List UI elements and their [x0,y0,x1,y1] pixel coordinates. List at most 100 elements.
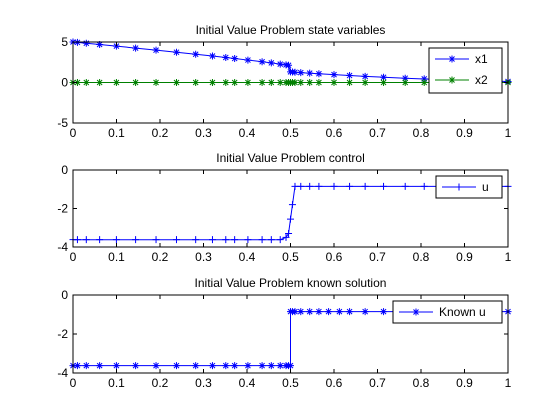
y-tick-label: -4 [57,366,68,380]
data-point [73,362,81,370]
data-point [172,48,180,56]
y-tick-label: -2 [57,202,68,216]
data-point [315,70,323,78]
data-point [222,362,230,370]
data-point [222,53,230,61]
data-point [297,182,305,190]
data-point [231,362,239,370]
data-point [82,79,90,86]
data-point [244,79,252,86]
legend: Known u [392,300,503,324]
x-tick-label: 1 [505,126,512,140]
data-point [380,182,388,190]
legend-label: Known u [439,305,486,319]
x-tick-label: 0.1 [108,250,125,264]
legend-marker [455,183,463,191]
data-point [361,308,369,316]
x-tick-label: 0 [70,376,77,390]
data-point [335,308,343,316]
x-tick-label: 0 [70,250,77,264]
data-point [82,236,90,244]
x-tick-label: 0.5 [282,250,299,264]
data-point [297,308,305,316]
data-point [208,52,216,60]
data-point [82,362,90,370]
chart-1: Initial Value Problem state variables 0 0.… [57,23,511,140]
x-tick-label: 0.7 [369,376,386,390]
data-point [276,236,284,244]
x-tick-label: 0.4 [239,126,256,140]
x-tick-label: 0.2 [152,126,169,140]
legend-label: u [482,180,489,194]
chart-title: Initial Value Problem control [216,151,365,165]
legend: x1 x2 [428,47,503,94]
series-group [69,38,512,86]
data-point [152,79,160,86]
data-point [330,79,338,86]
data-point [285,230,293,238]
data-point [306,182,314,190]
legend-box [392,300,503,324]
data-point [420,79,428,86]
x-tick-label: 0.9 [456,250,473,264]
x-tick-label: 0.3 [195,250,212,264]
data-point [297,79,305,86]
data-point [282,233,290,241]
data-point [222,79,230,86]
x-tick-label: 0.8 [413,376,430,390]
x-tick-label: 0.1 [108,376,125,390]
data-point [96,236,104,244]
data-point [132,236,140,244]
data-point [420,182,428,190]
data-point [330,71,338,79]
x-tick-label: 0.6 [326,126,343,140]
data-point [276,60,284,68]
x-tick-label: 0.4 [239,376,256,390]
data-point [346,308,354,316]
legend-marker [448,76,456,84]
data-point [330,182,338,190]
data-point [267,236,275,244]
data-point [380,79,388,86]
data-point [192,50,200,58]
x-tick-label: 0.3 [195,376,212,390]
x-tick-label: 0.7 [369,250,386,264]
data-point [361,79,369,86]
chart-title: Initial Value Problem known solution [195,276,387,290]
chart-2: Initial Value Problem control 0 0.1 0.2 0.3 0… [57,151,511,264]
data-point [401,74,409,82]
data-point [172,362,180,370]
data-point [276,79,284,86]
data-point [380,73,388,81]
data-point [306,79,314,86]
data-point [192,79,200,86]
data-point [380,308,388,316]
x-tick-label: 0.9 [456,376,473,390]
x-tick-label: 0.9 [456,126,473,140]
data-point [231,236,239,244]
data-point [325,308,333,316]
data-point [82,39,90,47]
data-point [192,362,200,370]
data-point [361,182,369,190]
data-point [152,46,160,54]
data-point [112,79,120,86]
data-point [346,79,354,86]
data-point [346,182,354,190]
data-point [401,182,409,190]
y-tick-label: -4 [57,240,68,254]
data-point [291,79,299,86]
x-tick-label: 0.5 [282,376,299,390]
x-tick-label: 0.8 [413,126,430,140]
x-tick-label: 0.8 [413,250,430,264]
data-point [96,362,104,370]
legend-marker [448,55,456,63]
x-tick-label: 0.2 [152,376,169,390]
data-point [291,308,299,316]
x-tick-label: 0.6 [326,376,343,390]
data-point [285,61,293,69]
data-point [361,72,369,80]
y-tick-label: 0 [61,163,68,177]
data-point [231,55,239,63]
